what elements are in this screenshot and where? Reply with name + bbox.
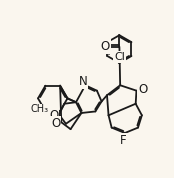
Text: CH₃: CH₃ — [30, 104, 48, 114]
Text: O: O — [49, 109, 58, 122]
Text: O: O — [51, 116, 61, 130]
Text: O: O — [100, 40, 110, 53]
Text: N: N — [79, 75, 87, 88]
Text: F: F — [120, 134, 127, 147]
Text: O: O — [138, 83, 147, 96]
Text: Cl: Cl — [114, 52, 125, 62]
